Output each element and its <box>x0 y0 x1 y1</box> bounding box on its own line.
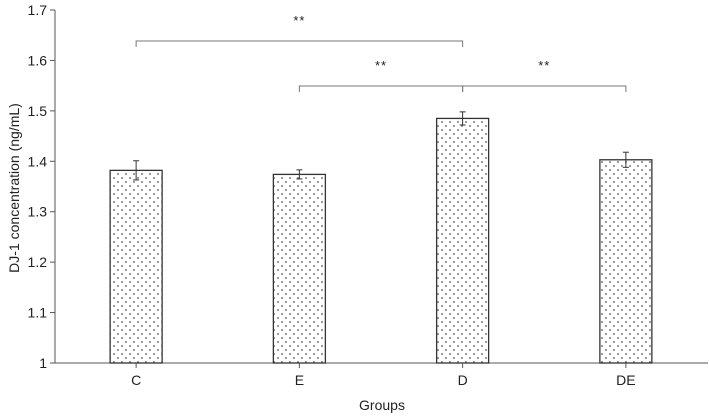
bracket-line <box>135 40 464 47</box>
bracket-line <box>298 85 464 92</box>
significance-bracket: ** <box>135 13 464 47</box>
x-tick-label-d: D <box>458 372 468 388</box>
error-bars <box>133 111 629 181</box>
bar-e <box>272 173 327 364</box>
y-axis-ticks: 1 1.1 1.2 1.3 1.4 1.5 1.6 1.7 <box>28 2 55 371</box>
y-tick-label: 1.6 <box>28 52 48 68</box>
significance-bracket: ** <box>462 58 627 92</box>
y-tick-label: 1.4 <box>28 153 48 169</box>
x-axis-title: Groups <box>359 397 405 413</box>
y-tick-label: 1.7 <box>28 2 48 18</box>
error-bar-e <box>296 169 303 180</box>
y-tick-label: 1 <box>39 355 47 371</box>
error-bar-de <box>622 151 629 168</box>
bracket-line <box>462 85 627 92</box>
y-tick-label: 1.3 <box>28 204 48 220</box>
y-axis-title: DJ-1 concentration (ng/mL) <box>6 103 22 273</box>
significance-label: ** <box>293 13 305 28</box>
x-tick-label-c: C <box>131 372 141 388</box>
x-tick-label-e: E <box>295 372 304 388</box>
x-tick-label-de: DE <box>616 372 635 388</box>
x-axis-ticks: C E D DE <box>131 363 636 388</box>
significance-brackets: ** ** ** <box>135 13 627 92</box>
y-tick-label: 1.1 <box>28 305 48 321</box>
bars <box>109 117 653 364</box>
bar-d <box>435 117 490 364</box>
error-bar-c <box>133 160 140 181</box>
error-bar-d <box>459 111 466 126</box>
significance-label: ** <box>538 58 550 73</box>
significance-bracket: ** <box>298 58 464 92</box>
bar-c <box>109 169 163 364</box>
y-tick-label: 1.5 <box>28 103 48 119</box>
significance-label: ** <box>375 58 387 73</box>
bar-de <box>599 159 653 364</box>
y-tick-label: 1.2 <box>28 254 48 270</box>
